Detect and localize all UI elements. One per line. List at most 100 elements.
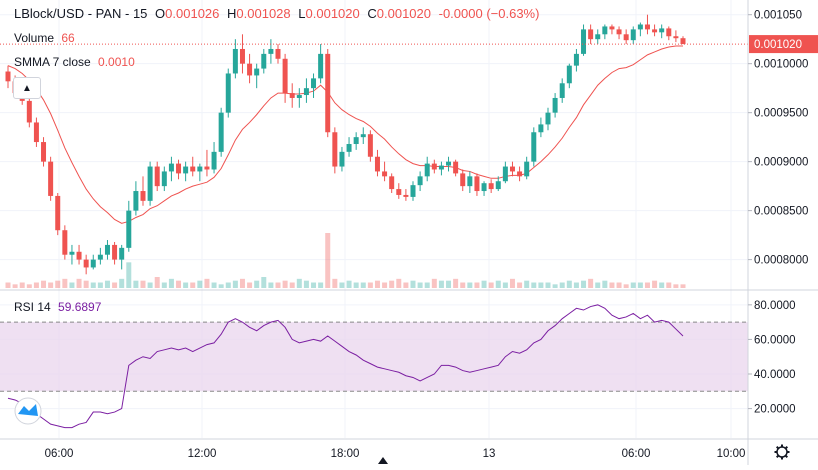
candle-body xyxy=(680,38,686,45)
volume-bar xyxy=(168,278,174,288)
candle-body xyxy=(55,195,61,231)
volume-bar xyxy=(104,280,110,288)
volume-bar xyxy=(602,280,608,288)
candle-body xyxy=(247,63,253,76)
candle-body xyxy=(509,166,515,172)
low-label: L xyxy=(298,6,306,21)
volume-bar xyxy=(261,277,267,288)
smma-value: 0.0010 xyxy=(98,55,135,69)
volume-bar xyxy=(438,280,444,288)
time-tick-label: 06:00 xyxy=(622,448,651,460)
candle-body xyxy=(403,194,409,197)
volume-bar xyxy=(659,282,665,288)
candle-body xyxy=(374,156,380,172)
candle-body xyxy=(140,191,146,201)
price-tick-label: 0.0008500 xyxy=(754,206,808,218)
volume-bar xyxy=(112,282,118,288)
gear-icon[interactable] xyxy=(774,444,790,460)
candle-body xyxy=(83,259,89,268)
candle-body xyxy=(289,93,295,98)
candle-body xyxy=(48,161,54,196)
low-value: 0.001020 xyxy=(305,6,360,21)
collapse-legend-button[interactable]: ▲ xyxy=(13,77,41,99)
rsi-label: RSI 14 xyxy=(14,300,51,314)
volume-bar xyxy=(559,282,565,288)
volume-bar xyxy=(33,282,39,288)
candle-body xyxy=(197,166,203,172)
candle-body xyxy=(424,163,430,177)
candle-body xyxy=(90,259,96,268)
volume-bar xyxy=(552,284,558,288)
candle-body xyxy=(396,189,402,195)
volume-bar xyxy=(55,280,61,288)
volume-bar xyxy=(673,284,679,288)
candle-body xyxy=(204,166,210,170)
candle-body xyxy=(161,171,167,187)
gear-icon-tooth xyxy=(785,445,789,449)
candle-body xyxy=(666,28,672,37)
volume-bar xyxy=(211,282,217,288)
volume-bar xyxy=(69,282,75,288)
candle-body xyxy=(623,34,629,41)
volume-bar xyxy=(254,280,260,288)
volume-bar xyxy=(232,280,238,288)
candle-body xyxy=(62,230,68,255)
volume-bar xyxy=(616,282,622,288)
candle-body xyxy=(282,58,288,94)
candle-body xyxy=(183,166,189,174)
price-tick-label: 0.001050 xyxy=(754,10,802,22)
volume-bar xyxy=(346,280,352,288)
rsi-band xyxy=(0,322,748,392)
candle-body xyxy=(176,163,182,174)
smma-line xyxy=(7,45,683,224)
volume-bar xyxy=(119,278,125,288)
candle-body xyxy=(332,132,338,167)
last-price-label: 0.001020 xyxy=(754,39,802,51)
open-label: O xyxy=(155,6,166,21)
volume-bar xyxy=(680,284,686,288)
candle-body xyxy=(538,124,544,133)
volume-bar xyxy=(644,282,650,288)
candle-body xyxy=(268,48,274,54)
high-label: H xyxy=(227,6,237,21)
volume-bar xyxy=(83,280,89,288)
gear-icon-tooth xyxy=(785,455,789,459)
time-tick-label: 18:00 xyxy=(331,448,360,460)
volume-value: 66 xyxy=(61,31,75,45)
candle-body xyxy=(353,137,359,145)
smma-label: SMMA 7 close xyxy=(14,55,91,69)
last-price-badge xyxy=(749,35,818,54)
volume-bar xyxy=(325,233,331,288)
candle-body xyxy=(69,251,75,255)
candle-body xyxy=(339,151,345,167)
price-tick-label: 0.0010000 xyxy=(754,59,808,71)
candle-body xyxy=(389,176,395,190)
volume-bar xyxy=(26,284,32,288)
volume-bar xyxy=(609,282,615,288)
candle-body xyxy=(147,166,153,201)
volume-bar xyxy=(247,282,253,288)
volume-bar xyxy=(140,280,146,288)
candle-body xyxy=(112,244,118,260)
volume-bar xyxy=(389,280,395,288)
price-tick-label: 0.0008000 xyxy=(754,255,808,267)
volume-bar xyxy=(595,282,601,288)
candle-body xyxy=(232,48,238,74)
volume-bar xyxy=(204,278,210,288)
open-value: 0.001026 xyxy=(165,6,220,21)
candle-body xyxy=(474,176,480,192)
high-value: 0.001028 xyxy=(236,6,291,21)
gear-icon-tooth xyxy=(775,455,779,459)
volume-bar xyxy=(403,282,409,288)
volume-bar xyxy=(637,282,643,288)
volume-bar xyxy=(474,282,480,288)
candle-body xyxy=(502,166,508,182)
volume-bar xyxy=(97,282,103,288)
rsi-legend: RSI 14 59.6897 xyxy=(14,300,105,314)
volume-bar xyxy=(581,280,587,288)
volume-bar xyxy=(332,278,338,288)
volume-bar xyxy=(453,278,459,288)
volume-bar xyxy=(488,282,494,288)
volume-bar xyxy=(41,280,47,288)
